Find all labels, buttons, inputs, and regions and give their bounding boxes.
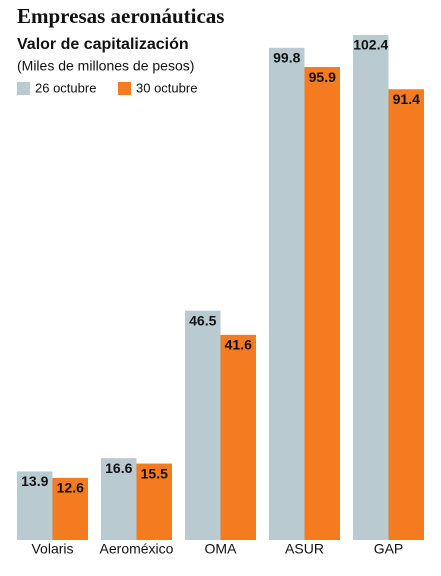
x-tick-label: ASUR: [285, 541, 324, 557]
bar: [17, 471, 53, 540]
x-tick-label: OMA: [205, 541, 238, 557]
value-label: 102.4: [353, 37, 388, 53]
bar: [136, 463, 172, 540]
x-tick-label: GAP: [374, 541, 404, 557]
value-label: 99.8: [273, 50, 300, 66]
x-tick-label: Aeroméxico: [100, 541, 174, 557]
value-label: 12.6: [57, 480, 84, 496]
bar: [304, 67, 340, 540]
value-label: 41.6: [225, 337, 252, 353]
bar: [220, 334, 256, 540]
value-label: 13.9: [21, 473, 48, 489]
value-label: 16.6: [105, 460, 132, 476]
bar: [101, 458, 137, 540]
value-label: 95.9: [309, 69, 336, 85]
chart-subtitle: Valor de capitalización: [17, 36, 189, 53]
x-tick-label: Volaris: [31, 541, 73, 557]
value-label: 91.4: [393, 91, 420, 107]
legend-label: 26 octubre: [35, 80, 96, 95]
bar: [185, 310, 221, 540]
bar: [388, 89, 424, 540]
legend-swatch: [118, 82, 131, 95]
value-label: 15.5: [141, 465, 168, 481]
legend-label: 30 octubre: [136, 80, 197, 95]
bar: [52, 477, 88, 540]
bar: [353, 35, 389, 540]
bar: [269, 47, 305, 540]
unit-note: (Miles de millones de pesos): [17, 58, 194, 74]
chart-title: Empresas aeronáuticas: [17, 4, 224, 28]
legend-swatch: [17, 82, 30, 95]
value-label: 46.5: [189, 312, 216, 328]
